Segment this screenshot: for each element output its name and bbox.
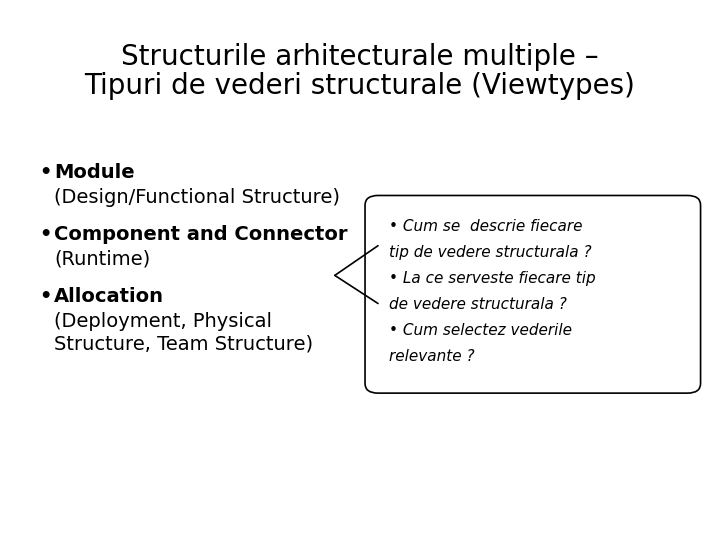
- Text: • Cum selectez vederile: • Cum selectez vederile: [389, 323, 572, 338]
- Text: •: •: [40, 225, 52, 245]
- Text: de vedere structurala ?: de vedere structurala ?: [389, 297, 567, 312]
- FancyBboxPatch shape: [365, 195, 701, 393]
- Text: (Runtime): (Runtime): [54, 249, 150, 269]
- Text: Allocation: Allocation: [54, 287, 164, 307]
- Text: Structurile arhitecturale multiple –: Structurile arhitecturale multiple –: [121, 43, 599, 71]
- Text: Structure, Team Structure): Structure, Team Structure): [54, 334, 313, 354]
- Text: • Cum se  descrie fiecare: • Cum se descrie fiecare: [389, 219, 582, 234]
- Text: •: •: [40, 287, 52, 307]
- Text: Tipuri de vederi structurale (Viewtypes): Tipuri de vederi structurale (Viewtypes): [84, 72, 636, 100]
- Text: Module: Module: [54, 163, 135, 183]
- Text: relevante ?: relevante ?: [389, 349, 474, 364]
- Text: Component and Connector: Component and Connector: [54, 225, 348, 245]
- Text: (Deployment, Physical: (Deployment, Physical: [54, 312, 272, 331]
- Text: • La ce serveste fiecare tip: • La ce serveste fiecare tip: [389, 271, 595, 286]
- Text: •: •: [40, 163, 52, 183]
- Text: tip de vedere structurala ?: tip de vedere structurala ?: [389, 245, 591, 260]
- Text: (Design/Functional Structure): (Design/Functional Structure): [54, 187, 340, 207]
